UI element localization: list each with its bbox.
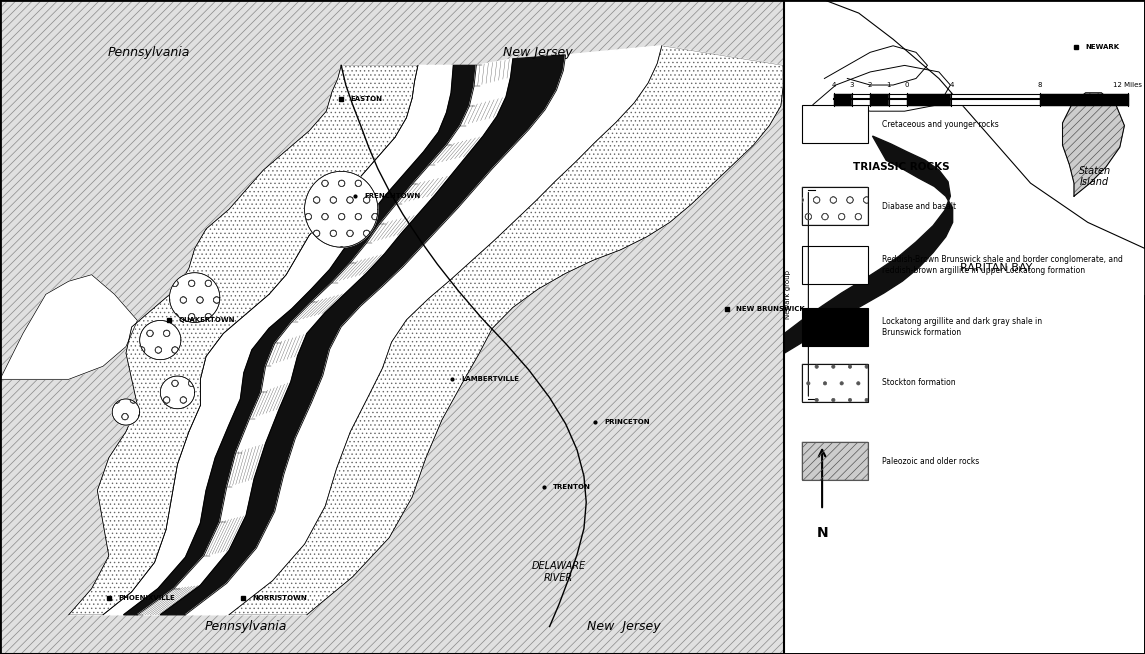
Text: NEWARK: NEWARK	[1085, 44, 1120, 50]
Text: 4: 4	[949, 82, 954, 88]
Polygon shape	[0, 275, 137, 379]
Polygon shape	[784, 0, 1145, 294]
Text: New  Jersey: New Jersey	[587, 620, 661, 633]
Bar	[802, 364, 868, 402]
Text: PHOENIXVILLE: PHOENIXVILLE	[118, 595, 175, 602]
Text: NORRISTOWN: NORRISTOWN	[252, 595, 307, 602]
Text: 2: 2	[868, 82, 872, 88]
Polygon shape	[185, 46, 662, 615]
Polygon shape	[112, 399, 140, 425]
Bar	[802, 364, 868, 402]
Polygon shape	[784, 136, 953, 353]
Text: DELAWARE
RIVER: DELAWARE RIVER	[531, 561, 586, 583]
Text: Pennsylvania: Pennsylvania	[108, 46, 190, 59]
Polygon shape	[160, 376, 195, 409]
Text: Pennsylvania: Pennsylvania	[205, 620, 287, 633]
Polygon shape	[229, 46, 783, 615]
Text: PRINCETON: PRINCETON	[605, 419, 650, 425]
Text: Stockton formation: Stockton formation	[882, 378, 955, 387]
Text: Newark group: Newark group	[784, 270, 791, 318]
Bar	[802, 105, 868, 143]
Text: FRENCHTOWN: FRENCHTOWN	[364, 193, 420, 199]
Bar	[802, 187, 868, 225]
Polygon shape	[103, 65, 453, 615]
Text: New Jersey: New Jersey	[504, 46, 572, 59]
Text: 12 Miles: 12 Miles	[1113, 82, 1143, 88]
Text: TRENTON: TRENTON	[553, 484, 591, 490]
Text: Paleozoic and older rocks: Paleozoic and older rocks	[882, 456, 979, 466]
Text: LAMBERTVILLE: LAMBERTVILLE	[461, 376, 520, 383]
Text: TRIASSIC ROCKS: TRIASSIC ROCKS	[853, 162, 949, 172]
Text: Lockatong argillite and dark gray shale in
Brunswick formation: Lockatong argillite and dark gray shale …	[882, 317, 1042, 337]
Bar	[784, 0, 1145, 654]
Text: Diabase and basalt: Diabase and basalt	[882, 201, 956, 211]
Polygon shape	[69, 65, 418, 615]
Bar	[0, 0, 784, 654]
Text: 3: 3	[850, 82, 854, 88]
Text: NEW BRUNSWICK: NEW BRUNSWICK	[736, 305, 805, 312]
Bar	[802, 442, 868, 480]
Text: Staten
Island: Staten Island	[1079, 165, 1111, 188]
Polygon shape	[140, 320, 181, 360]
Bar	[802, 246, 868, 284]
Text: N: N	[816, 526, 828, 540]
Text: RARITAN BAY: RARITAN BAY	[960, 263, 1033, 273]
Polygon shape	[169, 273, 220, 322]
Text: Cretaceous and younger rocks: Cretaceous and younger rocks	[882, 120, 998, 129]
Bar	[802, 308, 868, 346]
Bar	[802, 187, 868, 225]
Text: Reddish-Brown Brunswick shale and border conglomerate, and
reddish-brown argilli: Reddish-Brown Brunswick shale and border…	[882, 255, 1122, 275]
Text: 4: 4	[831, 82, 836, 88]
Text: QUAKERTOWN: QUAKERTOWN	[179, 317, 235, 324]
Polygon shape	[305, 171, 378, 247]
Polygon shape	[160, 55, 566, 615]
Polygon shape	[1063, 93, 1124, 196]
Polygon shape	[137, 59, 513, 615]
Text: 8: 8	[1037, 82, 1042, 88]
Text: 0: 0	[905, 82, 909, 88]
Text: 1: 1	[886, 82, 891, 88]
Bar	[802, 442, 868, 480]
Text: EASTON: EASTON	[350, 96, 382, 103]
Polygon shape	[124, 65, 476, 615]
